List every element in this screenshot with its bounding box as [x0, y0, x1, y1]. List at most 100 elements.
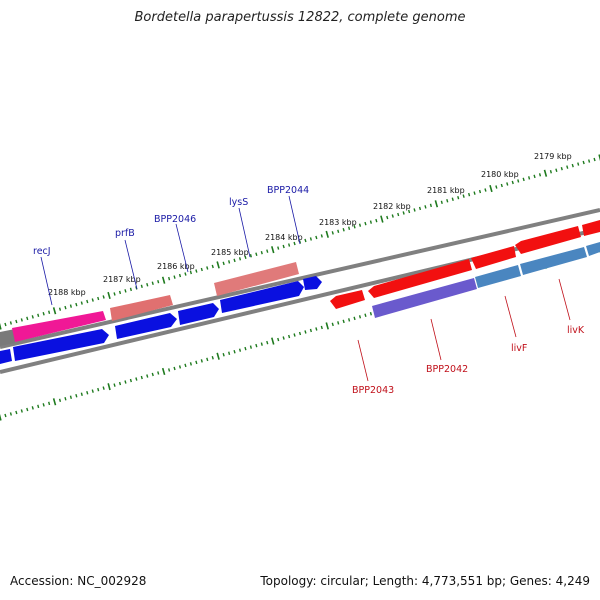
inner-tick-65: [353, 316, 356, 321]
outer-tick-63: [342, 228, 345, 232]
inner-tick-25: [135, 377, 138, 381]
inner-tick-39: [211, 356, 214, 360]
inner-tick-20: [107, 383, 111, 391]
outer-tick-36: [195, 269, 198, 273]
inner-tick-34: [184, 363, 187, 368]
outer-tick-42: [228, 260, 231, 264]
inner-tick-57: [309, 328, 312, 333]
inner-tick-9: [48, 401, 51, 406]
outer-tick-24: [129, 287, 132, 292]
outer-tick-17: [91, 298, 94, 302]
outer-tick-64: [348, 226, 351, 230]
inner-tick-53: [288, 334, 291, 339]
outer-tick-78: [424, 205, 427, 209]
inner-tick-64: [348, 318, 351, 322]
gene-label-recj: recJ: [33, 246, 51, 257]
feature-lyss-salmon: [214, 262, 299, 296]
outer-tick-100: [543, 169, 548, 177]
gene-labels-forward: recJ prfB BPP2046 lysS BPP2044: [33, 185, 309, 306]
outer-tick-12: [64, 305, 67, 310]
outer-tick-53: [288, 243, 291, 247]
feature-prfb-salmon: [110, 295, 173, 321]
tick-label-2184: 2184 kbp: [265, 233, 303, 242]
outer-tick-15: [80, 301, 83, 305]
cds-forward-4: [178, 303, 219, 325]
outer-tick-40: [216, 261, 220, 269]
outer-tick-108: [588, 159, 591, 163]
tick-label-2181: 2181 kbp: [427, 186, 465, 195]
inner-tick-58: [315, 327, 318, 331]
feature-livf-steelblue: [475, 265, 521, 288]
outer-tick-91: [495, 185, 498, 189]
inner-tick-43: [233, 350, 236, 354]
outer-tick-37: [200, 267, 203, 272]
outer-tick-75: [408, 209, 411, 214]
inner-tick-54: [293, 333, 296, 337]
outer-tick-74: [402, 211, 405, 215]
inner-tick-22: [118, 381, 122, 386]
outer-tick-60: [325, 230, 329, 238]
outer-tick-76: [413, 208, 416, 212]
inner-tick-55: [298, 331, 302, 336]
cds-forward-3: [115, 313, 177, 339]
inner-tick-42: [228, 351, 231, 355]
outer-tick-88: [478, 189, 482, 194]
outer-tick-39: [211, 264, 214, 269]
cds-forward-6: [303, 276, 322, 290]
inner-tick-52: [282, 336, 285, 340]
gene-labels-reverse: BPP2043 BPP2042 livF livK: [352, 278, 585, 396]
inner-tick-15: [80, 392, 83, 396]
outer-tick-69: [375, 218, 378, 223]
inner-tick-8: [42, 403, 45, 407]
leader-recj: [40, 256, 53, 306]
inner-tick-28: [151, 372, 154, 377]
tick-labels: 2179 kbp 2180 kbp 2181 kbp 2182 kbp 2183…: [48, 152, 572, 297]
outer-tick-65: [353, 225, 356, 229]
inner-tick-4: [20, 409, 23, 413]
outer-tick-46: [249, 254, 252, 258]
genome-stats-text: Topology: circular; Length: 4,773,551 bp…: [260, 574, 590, 588]
gene-label-lyss: lysS: [229, 197, 248, 208]
outer-tick-20: [107, 291, 111, 300]
outer-tick-50: [271, 246, 275, 254]
inner-tick-35: [189, 362, 192, 366]
leader-prfb: [124, 239, 138, 290]
feature-bpp2043-red: [330, 290, 365, 309]
feature-track-outer: [0, 220, 600, 346]
feature-track-inner: [0, 242, 600, 364]
outer-tick-67: [364, 221, 367, 226]
outer-tick-16: [86, 299, 89, 304]
outer-tick-54: [293, 241, 296, 246]
feature-right-steelblue: [586, 242, 600, 256]
outer-tick-6: [31, 315, 34, 319]
outer-tick-ring: [0, 154, 600, 330]
outer-tick-4: [20, 318, 23, 322]
inner-tick-6: [31, 406, 34, 410]
outer-tick-2: [9, 321, 12, 325]
inner-tick-19: [102, 386, 105, 390]
inner-tick-38: [206, 357, 209, 362]
feature-recj-pink: [12, 311, 106, 342]
inner-tick-23: [124, 380, 127, 384]
outer-tick-101: [549, 170, 552, 174]
outer-tick-31: [168, 276, 171, 281]
outer-tick-97: [528, 176, 531, 180]
outer-tick-58: [315, 235, 318, 240]
outer-tick-104: [566, 165, 569, 169]
outer-tick-80: [434, 200, 439, 208]
outer-tick-93: [506, 182, 509, 186]
tick-label-2182: 2182 kbp: [373, 202, 411, 211]
inner-tick-37: [200, 359, 203, 363]
inner-tick-68: [369, 312, 372, 316]
tick-label-2180: 2180 kbp: [481, 170, 519, 179]
outer-tick-86: [468, 192, 471, 197]
inner-tick-48: [260, 342, 263, 346]
outer-tick-68: [369, 220, 372, 224]
outer-tick-62: [337, 229, 340, 233]
outer-tick-14: [75, 302, 78, 307]
inner-tick-59: [320, 325, 323, 330]
outer-tick-96: [522, 177, 525, 182]
outer-tick-41: [222, 261, 225, 266]
cds-forward-5: [220, 281, 304, 313]
